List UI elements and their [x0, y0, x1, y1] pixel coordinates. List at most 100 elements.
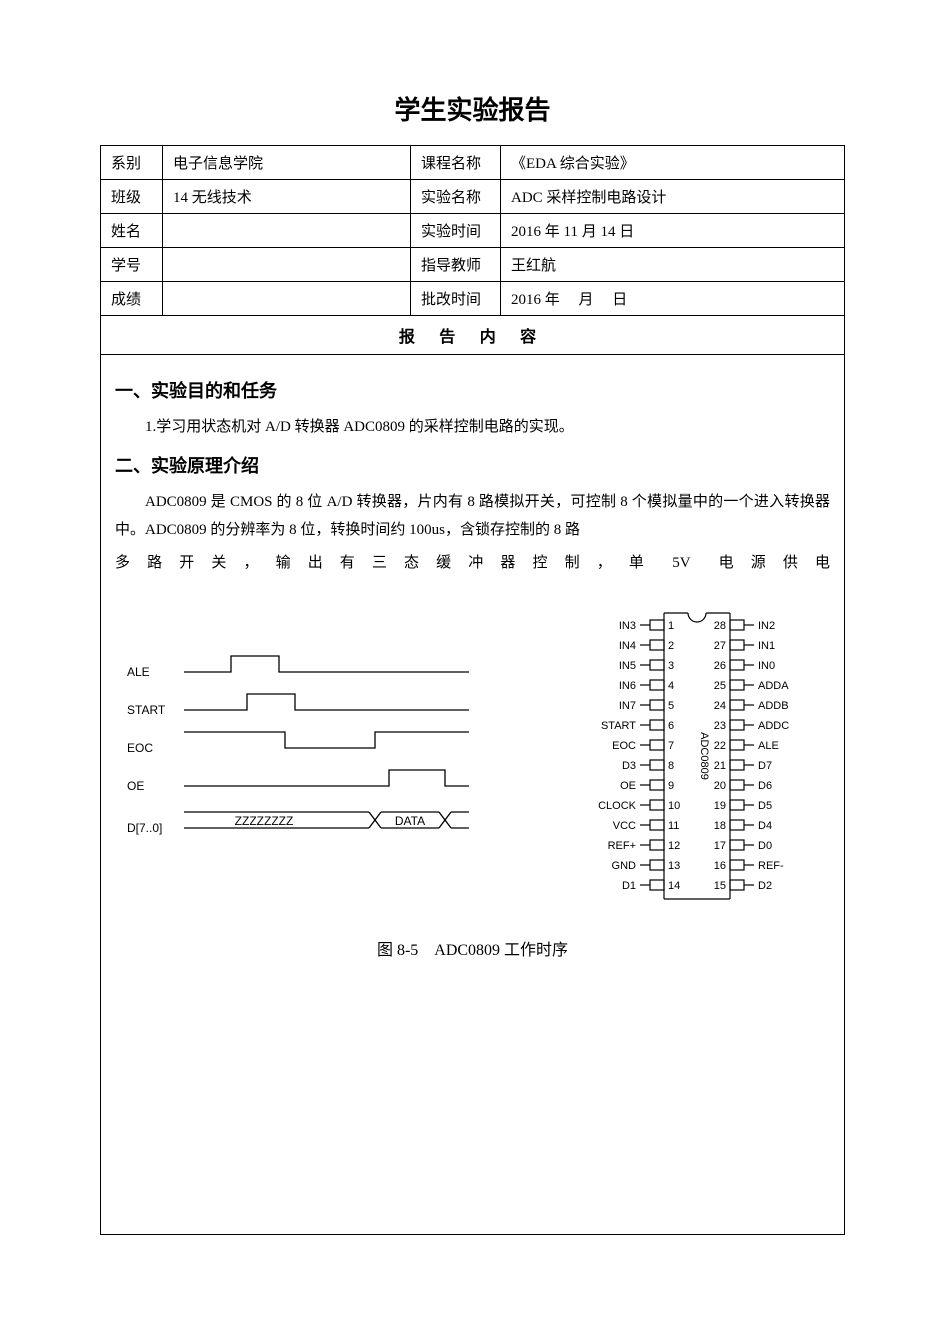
svg-text:START: START: [127, 703, 166, 717]
svg-text:IN1: IN1: [758, 640, 775, 652]
svg-text:26: 26: [714, 660, 726, 672]
info-value: 2016 年 月 日: [501, 282, 845, 316]
svg-text:D0: D0: [758, 840, 772, 852]
sec2-p2: 多 路 开 关 ， 输 出 有 三 态 缓 冲 器 控 制 ， 单 5V 电 源…: [115, 549, 830, 578]
svg-text:10: 10: [668, 800, 680, 812]
table-row: 姓名 实验时间2016 年 11 月 14 日: [101, 214, 845, 248]
info-value: ADC 采样控制电路设计: [501, 180, 845, 214]
svg-text:D6: D6: [758, 780, 772, 792]
svg-text:ADDB: ADDB: [758, 700, 789, 712]
sec2-heading: 二、实验原理介绍: [115, 452, 830, 478]
svg-text:DATA: DATA: [395, 814, 425, 828]
info-label: 实验名称: [411, 180, 501, 214]
svg-text:OE: OE: [620, 780, 636, 792]
sec1-p1: 1.学习用状态机对 A/D 转换器 ADC0809 的采样控制电路的实现。: [115, 413, 830, 442]
info-label: 批改时间: [411, 282, 501, 316]
svg-text:GND: GND: [612, 860, 637, 872]
svg-text:8: 8: [668, 760, 674, 772]
report-body: 一、实验目的和任务 1.学习用状态机对 A/D 转换器 ADC0809 的采样控…: [100, 355, 845, 1235]
info-value: 王红航: [501, 248, 845, 282]
svg-text:ALE: ALE: [758, 740, 779, 752]
info-value: 2016 年 11 月 14 日: [501, 214, 845, 248]
info-value: [163, 214, 411, 248]
svg-text:11: 11: [668, 820, 679, 832]
svg-text:D3: D3: [622, 760, 636, 772]
svg-text:20: 20: [714, 780, 726, 792]
info-value: [163, 248, 411, 282]
info-value: 电子信息学院: [163, 146, 411, 180]
svg-text:6: 6: [668, 720, 674, 732]
info-label: 系别: [101, 146, 163, 180]
svg-text:2: 2: [668, 640, 674, 652]
table-row: 成绩 批改时间2016 年 月 日: [101, 282, 845, 316]
svg-text:D5: D5: [758, 800, 772, 812]
svg-text:1: 1: [668, 620, 674, 632]
svg-text:19: 19: [714, 800, 726, 812]
info-label: 指导教师: [411, 248, 501, 282]
svg-text:ADDA: ADDA: [758, 680, 789, 692]
svg-text:23: 23: [714, 720, 726, 732]
svg-text:EOC: EOC: [127, 741, 153, 755]
info-value: 《EDA 综合实验》: [501, 146, 845, 180]
svg-text:21: 21: [714, 760, 726, 772]
doc-title: 学生实验报告: [100, 90, 845, 127]
svg-text:9: 9: [668, 780, 674, 792]
svg-text:IN3: IN3: [619, 620, 636, 632]
svg-text:IN0: IN0: [758, 660, 775, 672]
svg-text:D2: D2: [758, 880, 772, 892]
svg-text:28: 28: [714, 620, 726, 632]
info-label: 实验时间: [411, 214, 501, 248]
info-value: 14 无线技术: [163, 180, 411, 214]
report-content-header: 报 告 内 容: [100, 316, 845, 355]
svg-text:EOC: EOC: [612, 740, 636, 752]
sec1-heading: 一、实验目的和任务: [115, 377, 830, 403]
svg-text:7: 7: [668, 740, 674, 752]
svg-text:IN7: IN7: [619, 700, 636, 712]
svg-text:25: 25: [714, 680, 726, 692]
table-row: 学号 指导教师王红航: [101, 248, 845, 282]
svg-text:IN2: IN2: [758, 620, 775, 632]
svg-text:24: 24: [714, 700, 726, 712]
info-label: 姓名: [101, 214, 163, 248]
figure-caption: 图 8-5 ADC0809 工作时序: [115, 936, 830, 960]
svg-text:ADC0809: ADC0809: [698, 732, 710, 780]
svg-text:START: START: [601, 720, 636, 732]
svg-text:OE: OE: [127, 779, 144, 793]
svg-text:IN4: IN4: [619, 640, 636, 652]
svg-text:IN5: IN5: [619, 660, 636, 672]
svg-text:D1: D1: [622, 880, 636, 892]
svg-text:16: 16: [714, 860, 726, 872]
table-row: 班级14 无线技术实验名称ADC 采样控制电路设计: [101, 180, 845, 214]
svg-text:REF-: REF-: [758, 860, 784, 872]
svg-text:CLOCK: CLOCK: [598, 800, 637, 812]
svg-text:27: 27: [714, 640, 726, 652]
info-label: 班级: [101, 180, 163, 214]
svg-text:18: 18: [714, 820, 726, 832]
svg-text:REF+: REF+: [608, 840, 636, 852]
svg-text:D4: D4: [758, 820, 772, 832]
svg-text:4: 4: [668, 680, 674, 692]
table-row: 系别电子信息学院课程名称《EDA 综合实验》: [101, 146, 845, 180]
svg-text:ADDC: ADDC: [758, 720, 789, 732]
svg-text:13: 13: [668, 860, 680, 872]
info-label: 学号: [101, 248, 163, 282]
svg-text:17: 17: [714, 840, 726, 852]
svg-text:3: 3: [668, 660, 674, 672]
info-value: [163, 282, 411, 316]
info-table: 系别电子信息学院课程名称《EDA 综合实验》班级14 无线技术实验名称ADC 采…: [100, 145, 845, 316]
svg-text:ZZZZZZZZ: ZZZZZZZZ: [235, 814, 294, 828]
sec2-p1: ADC0809 是 CMOS 的 8 位 A/D 转换器，片内有 8 路模拟开关…: [115, 488, 830, 545]
info-label: 成绩: [101, 282, 163, 316]
pinout-diagram: ADC0809 1 IN3 2 IN4 3 IN5 4 IN6 5 IN7 6 START 7 EOC 8 D3…: [568, 605, 826, 910]
svg-text:5: 5: [668, 700, 674, 712]
svg-text:ALE: ALE: [127, 665, 150, 679]
svg-text:15: 15: [714, 880, 726, 892]
info-label: 课程名称: [411, 146, 501, 180]
svg-text:D[7..0]: D[7..0]: [127, 821, 162, 835]
svg-text:D7: D7: [758, 760, 772, 772]
svg-text:12: 12: [668, 840, 680, 852]
timing-diagram: ALE START EOC OE D[7..0] ZZZZZZZZ DATA: [119, 650, 479, 865]
svg-text:IN6: IN6: [619, 680, 636, 692]
svg-text:14: 14: [668, 880, 680, 892]
svg-text:22: 22: [714, 740, 726, 752]
